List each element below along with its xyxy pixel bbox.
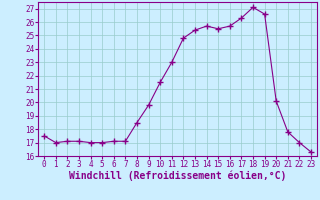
X-axis label: Windchill (Refroidissement éolien,°C): Windchill (Refroidissement éolien,°C) xyxy=(69,171,286,181)
